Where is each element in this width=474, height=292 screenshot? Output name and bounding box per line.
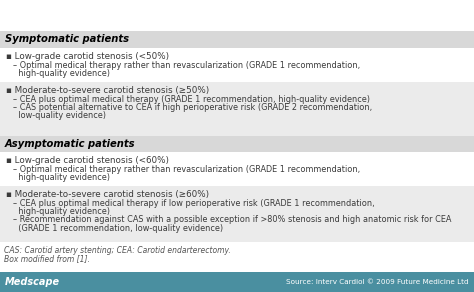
- Bar: [0, 186, 474, 242]
- Text: – Optimal medical therapy rather than revascularization (GRADE 1 recommendation,: – Optimal medical therapy rather than re…: [13, 60, 360, 69]
- Text: ▪ Low-grade carotid stenosis (<50%): ▪ Low-grade carotid stenosis (<50%): [6, 52, 169, 61]
- Bar: [0, 242, 474, 272]
- Bar: [0, 48, 474, 82]
- Text: – Recommendation against CAS with a possible exception if >80% stenosis and high: – Recommendation against CAS with a poss…: [13, 215, 451, 225]
- Text: ▪ Low-grade carotid stenosis (<60%): ▪ Low-grade carotid stenosis (<60%): [6, 156, 169, 165]
- Text: (GRADE 1 recommendation, low-quality evidence): (GRADE 1 recommendation, low-quality evi…: [13, 224, 223, 233]
- Bar: [0, 82, 474, 136]
- Text: high-quality evidence): high-quality evidence): [13, 173, 110, 182]
- Text: Box modified from [1].: Box modified from [1].: [4, 255, 90, 263]
- Text: Symptomatic patients: Symptomatic patients: [5, 34, 129, 44]
- Text: high-quality evidence): high-quality evidence): [13, 69, 110, 78]
- Text: high-quality evidence): high-quality evidence): [13, 207, 110, 216]
- Text: CAS: Carotid artery stenting; CEA: Carotid endarterectomy.: CAS: Carotid artery stenting; CEA: Carot…: [4, 246, 231, 255]
- Text: – CAS potential alternative to CEA if high perioperative risk (GRADE 2 recommend: – CAS potential alternative to CEA if hi…: [13, 103, 372, 112]
- Bar: [0, 0, 474, 31]
- Text: Source: Interv Cardiol © 2009 Future Medicine Ltd: Source: Interv Cardiol © 2009 Future Med…: [286, 279, 469, 285]
- Text: Medscape: Medscape: [5, 277, 60, 287]
- Text: – Optimal medical therapy rather than revascularization (GRADE 1 recommendation,: – Optimal medical therapy rather than re…: [13, 164, 360, 173]
- Bar: [0, 152, 474, 186]
- Text: – CEA plus optimal medical therapy (GRADE 1 recommendation, high-quality evidenc: – CEA plus optimal medical therapy (GRAD…: [13, 95, 370, 103]
- Bar: [0, 31, 474, 48]
- Text: Asymptomatic patients: Asymptomatic patients: [5, 139, 136, 149]
- Text: low-quality evidence): low-quality evidence): [13, 112, 106, 121]
- Text: ▪ Moderate-to-severe carotid stenosis (≥50%): ▪ Moderate-to-severe carotid stenosis (≥…: [6, 86, 209, 95]
- Bar: [0, 136, 474, 152]
- Text: ▪ Moderate-to-severe carotid stenosis (≥60%): ▪ Moderate-to-severe carotid stenosis (≥…: [6, 190, 209, 199]
- Text: – CEA plus optimal medical therapy if low perioperative risk (GRADE 1 recommenda: – CEA plus optimal medical therapy if lo…: [13, 199, 375, 208]
- Bar: [0, 272, 474, 292]
